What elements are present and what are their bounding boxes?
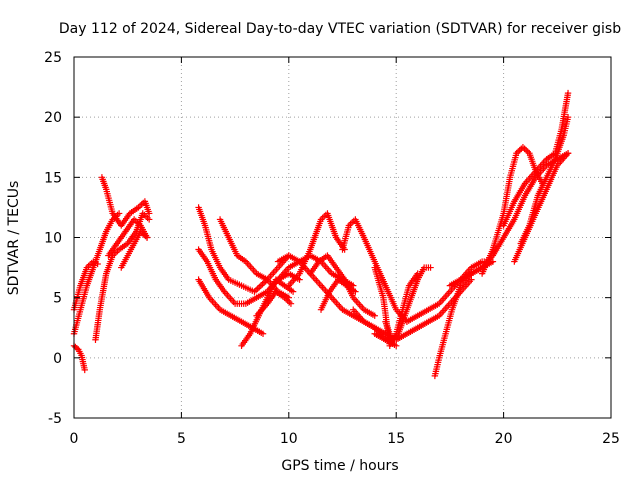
y-tick-label: 20 (44, 110, 62, 126)
data-point (371, 312, 378, 319)
data-point (427, 264, 434, 271)
y-tick-label: 5 (53, 291, 62, 307)
series-arc-13 (253, 288, 295, 319)
data-point (143, 234, 151, 241)
y-tick-label: 25 (44, 50, 62, 66)
grid-lines (74, 57, 611, 418)
data-point (287, 300, 295, 307)
series-arc-30 (517, 113, 572, 247)
x-axis-label: GPS time / hours (281, 458, 398, 474)
series-arc-07 (118, 228, 151, 271)
data-point (564, 113, 572, 121)
series-arc-05 (98, 174, 153, 229)
series-arc-27 (478, 144, 546, 277)
series-arc-18 (317, 276, 359, 313)
series-arc-16 (285, 210, 348, 289)
x-tick-label: 10 (280, 431, 298, 447)
data-point (115, 210, 123, 217)
data-point (145, 216, 153, 223)
data-point (352, 288, 359, 295)
data-point (94, 260, 101, 268)
data-point (259, 330, 267, 337)
y-tick-label: 10 (44, 231, 62, 247)
data-point (564, 89, 572, 97)
data-point (564, 150, 572, 157)
series-arc-04 (92, 210, 153, 343)
data-point (393, 342, 400, 349)
data-point (145, 210, 153, 217)
x-tick-label: 5 (177, 431, 186, 447)
axis-ticks: 0 5 10 15 20 25 -5 0 5 10 15 20 25 (44, 50, 620, 447)
x-tick-label: 0 (70, 431, 79, 447)
data-point-trail (73, 345, 81, 352)
y-tick-label: -5 (48, 411, 62, 427)
x-tick-label: 15 (387, 431, 405, 447)
y-axis-label: SDTVAR / TECUs (6, 181, 22, 296)
series-arc-03 (70, 258, 101, 313)
y-tick-label: 15 (44, 170, 62, 186)
data-point (81, 366, 88, 374)
data-points (70, 89, 572, 380)
series-arc-01 (70, 342, 88, 374)
y-tick-label: 0 (53, 351, 62, 367)
series-arc-20 (350, 306, 400, 349)
x-tick-label: 20 (495, 431, 513, 447)
chart-title: Day 112 of 2024, Sidereal Day-to-day VTE… (59, 21, 621, 37)
data-point (289, 288, 297, 295)
x-tick-label: 25 (602, 431, 620, 447)
